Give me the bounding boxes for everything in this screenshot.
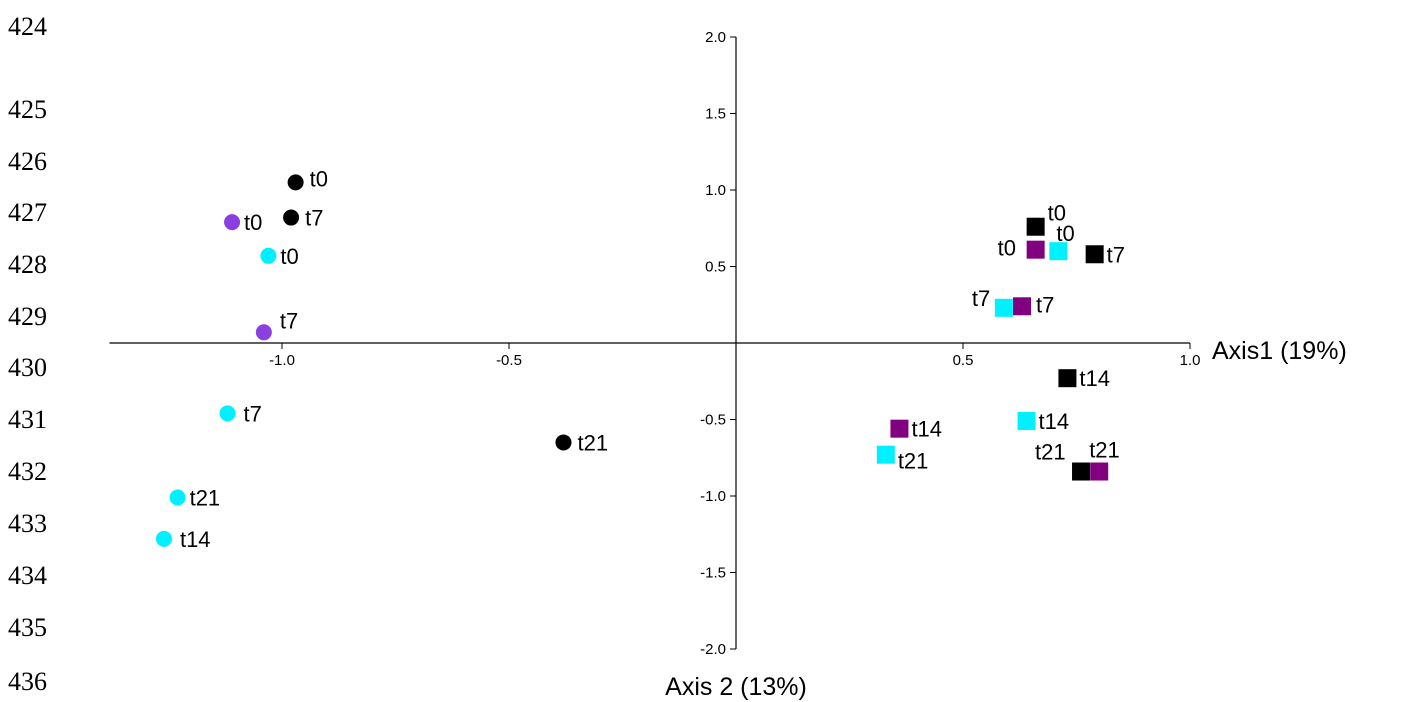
scatter-point-square	[1026, 217, 1045, 236]
line-number: 435	[8, 613, 47, 642]
point-label: t14	[1079, 366, 1110, 391]
scatter-point-circle	[219, 405, 236, 422]
scatter-point-square	[1085, 245, 1104, 264]
line-number: 430	[8, 353, 47, 382]
scatter-point-square	[1013, 297, 1032, 316]
point-label: t0	[998, 236, 1016, 261]
line-number: 429	[8, 302, 47, 331]
scatter-point-circle	[283, 209, 300, 226]
scatter-point-square	[1090, 462, 1109, 481]
scatter-point-square	[876, 445, 895, 464]
line-number: 427	[8, 198, 47, 227]
point-label: t7	[1107, 242, 1125, 267]
y-tick-label: -1.5	[700, 565, 726, 582]
point-label: t0	[310, 166, 328, 191]
point-label: t7	[305, 206, 323, 231]
x-tick-label: -1.0	[269, 352, 295, 369]
scatter-point-circle	[169, 489, 186, 506]
point-label: t0	[1048, 201, 1066, 226]
point-label: t7	[1036, 292, 1054, 317]
point-label: t0	[1056, 221, 1074, 246]
point-label: t14	[911, 417, 942, 442]
y-tick-label: 1.0	[705, 182, 726, 199]
point-label: t14	[180, 527, 211, 552]
point-label: t0	[244, 210, 262, 235]
scatter-point-circle	[287, 174, 304, 191]
x-tick-label: 1.0	[1180, 352, 1201, 369]
y-tick-label: 0.5	[705, 259, 726, 276]
scatter-point-circle	[555, 434, 572, 451]
y-tick-label: -2.0	[700, 641, 726, 658]
scatter-point-circle	[155, 530, 172, 547]
point-label: t21	[190, 486, 221, 511]
point-label: t21	[577, 430, 608, 455]
line-number: 432	[8, 457, 47, 486]
scatter-point-square	[1017, 412, 1036, 431]
scatter-point-square	[1049, 242, 1068, 261]
scatter-point-circle	[260, 247, 277, 264]
point-label: t0	[280, 244, 298, 269]
scatter-point-square	[1026, 240, 1045, 259]
x-axis-title: Axis1 (19%)	[1212, 337, 1347, 365]
scatter-point-circle	[224, 214, 241, 231]
scatter-point-square	[1072, 462, 1091, 481]
line-number: 434	[8, 561, 47, 590]
point-label: t7	[972, 286, 990, 311]
line-number: 436	[8, 667, 47, 696]
point-label: t14	[1039, 409, 1070, 434]
y-tick-label: -1.0	[700, 488, 726, 505]
y-tick-label: 1.5	[705, 106, 726, 123]
line-number: 433	[8, 509, 47, 538]
point-label: t21	[898, 449, 929, 474]
line-number: 431	[8, 405, 47, 434]
y-tick-label: -0.5	[700, 412, 726, 429]
point-label: t7	[280, 308, 298, 333]
scatter-point-square	[1058, 369, 1077, 388]
line-number: 426	[8, 147, 47, 176]
scatter-point-circle	[255, 324, 272, 341]
line-number: 425	[8, 95, 47, 124]
scatter-point-square	[890, 419, 909, 438]
y-tick-label: 2.0	[705, 29, 726, 46]
point-label: t21	[1035, 440, 1066, 465]
y-axis-title: Axis 2 (13%)	[665, 673, 807, 701]
x-tick-label: -0.5	[496, 352, 522, 369]
scatter-point-square	[994, 298, 1013, 317]
point-label: t21	[1089, 438, 1120, 463]
line-number: 428	[8, 250, 47, 279]
x-tick-label: 0.5	[953, 352, 974, 369]
point-label: t7	[244, 401, 262, 426]
line-number: 424	[8, 12, 47, 41]
